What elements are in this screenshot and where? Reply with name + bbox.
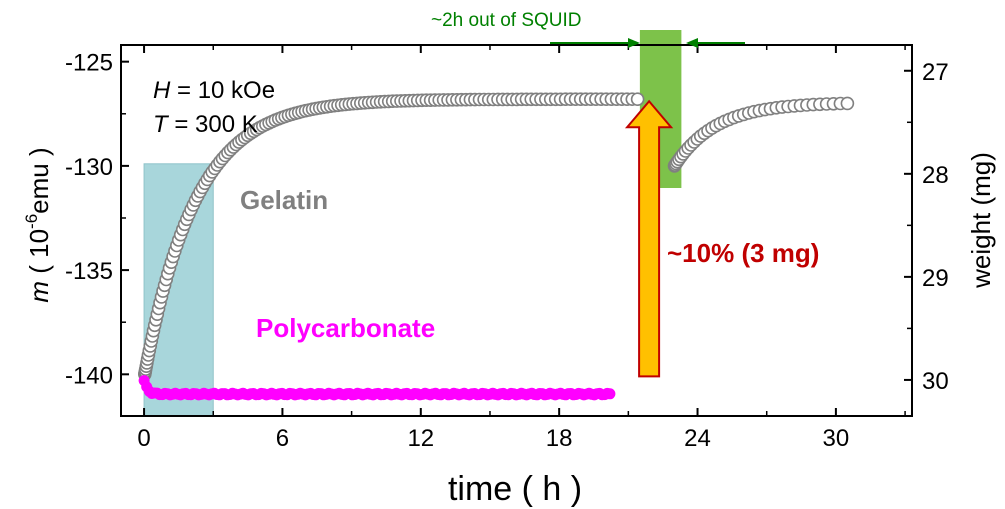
x-tick-label: 6 [276,425,289,452]
ticks-layer: 0 6 12 18 24 30 -125 -130 -135 -140 27 28 29 30 [65,45,949,452]
y-axis-label: m ( 10-6emu ) [22,147,54,302]
weight-loss-arrow [624,99,674,378]
weight-loss-label: ~10% (3 mg) [667,238,819,268]
field-condition: H = 10 kOe [153,77,275,104]
y-axis-symbol: m [24,281,54,303]
y-tick-label: -140 [65,362,113,389]
x-tick-label: 0 [137,425,150,452]
temperature-value: = 300 K [168,111,258,138]
out-of-squid-annotation: ~2h out of SQUID [431,10,745,48]
out-of-squid-label: ~2h out of SQUID [431,10,582,31]
data-point-gelatin [840,96,855,111]
temperature-symbol: T [153,111,170,138]
x-axis-label: time ( h ) [448,470,582,508]
y-tick-label: -135 [65,258,113,285]
y-tick-label: -130 [65,154,113,181]
y2-tick-label: 27 [922,59,949,86]
y2-tick-label: 28 [922,162,949,189]
y2-tick-label: 30 [922,368,949,395]
plot-frame [120,44,913,417]
x-tick-label: 24 [684,425,711,452]
data-point-polycarbonate [604,388,616,400]
y2-tick-label: 29 [922,265,949,292]
series-polycarbonate [138,375,616,401]
field-symbol: H [153,77,171,104]
initial-region [143,163,214,417]
y-tick-label: -125 [65,50,113,77]
y-axis-prefix: ( 10 [24,229,54,281]
y-axis-exponent: -6 [22,214,41,229]
y-axis-unit: emu ) [24,147,54,213]
legend-gelatin: Gelatin [240,185,328,215]
x-tick-label: 18 [546,425,573,452]
data-layer [138,92,855,401]
temperature-condition: T = 300 K [153,111,258,138]
x-tick-label: 12 [407,425,434,452]
y2-axis-label: weight (mg) [966,152,996,289]
data-point-gelatin [630,92,645,106]
x-tick-label: 30 [823,425,850,452]
out-of-squid-right-arrowhead [686,38,698,48]
out-of-squid-left-arrowhead [628,38,640,48]
legend-polycarbonate: Polycarbonate [256,313,435,343]
field-value: = 10 kOe [170,77,275,104]
